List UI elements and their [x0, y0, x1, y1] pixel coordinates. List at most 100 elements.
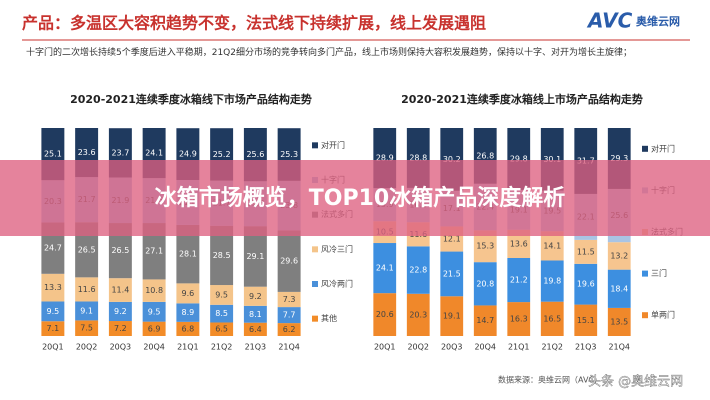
- bar-segment: [75, 222, 99, 278]
- legend-swatch: [642, 312, 648, 319]
- value-label: 21.2: [510, 276, 528, 285]
- bar-segment: [607, 269, 631, 308]
- value-label: 22.8: [409, 266, 427, 275]
- legend-swatch: [312, 315, 318, 322]
- value-label: 12.1: [443, 234, 461, 243]
- legend-label: 其他: [321, 313, 337, 323]
- bar-segment: [574, 304, 598, 336]
- value-label: 13.2: [610, 251, 628, 260]
- value-label: 23.7: [111, 148, 129, 157]
- x-tick-label: 20Q2: [76, 343, 98, 352]
- value-label: 18.4: [610, 284, 628, 293]
- banner: [0, 160, 710, 236]
- bar-segment: [108, 321, 132, 336]
- bar-segment: [473, 262, 497, 306]
- bar-segment: [507, 302, 531, 336]
- value-label: 8.9: [182, 308, 195, 317]
- legend-swatch: [312, 142, 318, 149]
- legend-label: 风冷两门: [321, 279, 353, 289]
- value-label: 9.2: [114, 307, 127, 316]
- value-label: 28.5: [213, 251, 231, 260]
- value-label: 15.3: [476, 242, 494, 251]
- bar-segment: [277, 291, 301, 308]
- value-label: 19.1: [443, 312, 461, 321]
- bar-segment: [440, 296, 464, 336]
- value-label: 24.1: [145, 149, 163, 158]
- value-label: 13.5: [610, 317, 628, 326]
- logo: AVC: [586, 9, 633, 33]
- value-label: 9.2: [249, 292, 262, 301]
- x-tick-label: 21Q3: [245, 343, 267, 352]
- bar-segment: [507, 229, 531, 258]
- value-label: 25.6: [246, 150, 264, 159]
- bar-segment: [243, 286, 267, 306]
- bar-segment: [176, 224, 200, 284]
- value-label: 8.1: [249, 310, 262, 319]
- value-label: 16.5: [543, 314, 561, 323]
- x-tick-label: 20Q4: [143, 343, 165, 352]
- slide-title: 产品：多温区大容积趋势不变，法式线下持续扩展，线上发展遇阻: [22, 14, 486, 33]
- chart-title: 2020-2021连续季度冰箱线下市场产品结构走势: [70, 92, 312, 106]
- bar-segment: [41, 301, 65, 322]
- value-label: 6.2: [283, 325, 296, 334]
- x-tick-label: 21Q1: [508, 343, 530, 352]
- bar-segment: [75, 301, 99, 321]
- x-tick-label: 21Q4: [608, 343, 630, 352]
- value-label: 20.6: [376, 310, 394, 319]
- bar-segment: [210, 225, 234, 286]
- bar-segment: [243, 322, 267, 336]
- value-label: 25.1: [44, 150, 62, 159]
- value-label: 28.9: [376, 154, 394, 163]
- bar-segment: [75, 320, 99, 336]
- value-label: 29.1: [246, 252, 264, 261]
- value-label: 14.1: [543, 241, 561, 250]
- value-label: 28.8: [409, 153, 427, 162]
- bar-segment: [373, 293, 397, 336]
- value-label: 20.8: [476, 279, 494, 288]
- bar-segment: [473, 305, 497, 336]
- bar-segment: [406, 246, 430, 294]
- bar-segment: [574, 239, 598, 264]
- x-tick-label: 21Q2: [211, 343, 233, 352]
- legend-label: 风冷三门: [321, 244, 353, 254]
- value-label: 15.1: [577, 316, 595, 325]
- value-label: 6.8: [182, 324, 195, 333]
- bar-segment: [142, 279, 166, 302]
- bar-segment: [142, 321, 166, 336]
- bar-segment: [176, 303, 200, 322]
- x-tick-label: 20Q3: [110, 343, 132, 352]
- bar-segment: [41, 321, 65, 336]
- legend-swatch: [312, 246, 318, 253]
- bar-segment: [75, 277, 99, 302]
- bar-segment: [210, 322, 234, 336]
- bar-segment: [142, 223, 166, 280]
- value-label: 16.3: [510, 315, 528, 324]
- x-tick-label: 20Q1: [374, 343, 396, 352]
- legend-label: 对开门: [651, 143, 675, 153]
- value-label: 19.6: [577, 280, 595, 289]
- bar-segment: [108, 301, 132, 322]
- bar-segment: [406, 293, 430, 336]
- bar-segment: [210, 285, 234, 305]
- value-label: 7.7: [283, 311, 296, 320]
- bar-segment: [176, 321, 200, 336]
- subtitle-box: 十字门的二次增长持续5个季度后进入平稳期，21Q2细分市场的竞争转向多门产品，线…: [26, 48, 632, 58]
- value-label: 24.1: [376, 264, 394, 273]
- value-label: 26.8: [476, 151, 494, 160]
- value-label: 30.1: [543, 155, 561, 164]
- banner-text: 冰箱市场概览，TOP10冰箱产品深度解析: [155, 185, 565, 211]
- bar-segment: [277, 323, 301, 336]
- bar-segment: [243, 226, 267, 287]
- value-label: 30.2: [443, 155, 461, 164]
- value-label: 26.5: [78, 245, 96, 254]
- bar-segment: [440, 251, 464, 297]
- bar-segment: [41, 273, 65, 302]
- x-tick-label: 21Q4: [278, 343, 300, 352]
- x-tick-label: 20Q2: [407, 343, 429, 352]
- value-label: 24.7: [44, 244, 62, 253]
- bar-segment: [473, 230, 497, 263]
- legend-swatch: [312, 281, 318, 287]
- bar-segment: [607, 307, 631, 336]
